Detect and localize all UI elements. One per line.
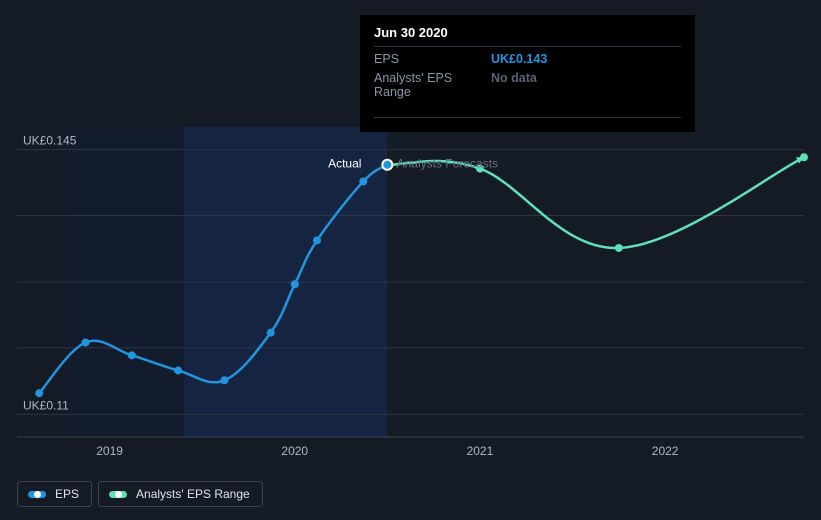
legend-label: Analysts' EPS Range: [136, 487, 250, 501]
tooltip-row-label: EPS: [374, 52, 491, 66]
legend-item-eps[interactable]: EPS: [17, 481, 92, 507]
chart-tooltip: Jun 30 2020 EPS UK£0.143 Analysts' EPS R…: [360, 15, 695, 132]
svg-text:Analysts Forecasts: Analysts Forecasts: [397, 156, 498, 170]
svg-text:Actual: Actual: [328, 156, 361, 170]
tooltip-date: Jun 30 2020: [374, 25, 681, 47]
tooltip-row-value: UK£0.143: [491, 52, 547, 66]
legend-item-range[interactable]: Analysts' EPS Range: [98, 481, 263, 507]
svg-text:2020: 2020: [281, 444, 308, 458]
chart-container: UK£0.145 UK£0.11 2019 2020 2021 2022 Actual Ana…: [0, 0, 821, 520]
legend-swatch-eps: [28, 491, 46, 498]
svg-text:2019: 2019: [96, 444, 123, 458]
tooltip-row-range: Analysts' EPS Range No data: [374, 66, 681, 99]
tooltip-row-label: Analysts' EPS Range: [374, 71, 491, 99]
svg-text:2022: 2022: [652, 444, 679, 458]
legend-label: EPS: [55, 487, 79, 501]
svg-text:2021: 2021: [467, 444, 494, 458]
svg-text:UK£0.145: UK£0.145: [23, 134, 77, 148]
tooltip-row-eps: EPS UK£0.143: [374, 47, 681, 66]
chart-legend: EPS Analysts' EPS Range: [17, 481, 263, 507]
svg-text:UK£0.11: UK£0.11: [23, 398, 69, 412]
legend-swatch-range: [109, 491, 127, 498]
tooltip-divider: [374, 117, 681, 118]
tooltip-row-value: No data: [491, 71, 537, 99]
